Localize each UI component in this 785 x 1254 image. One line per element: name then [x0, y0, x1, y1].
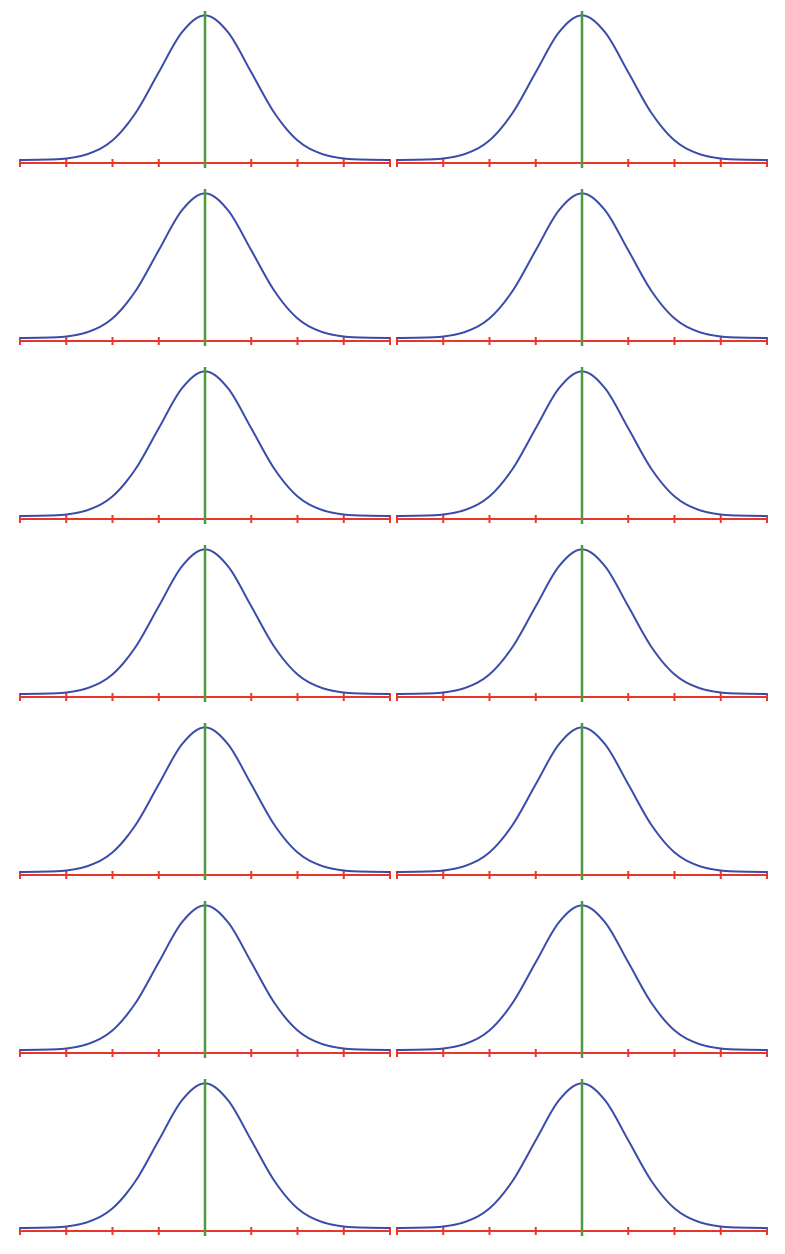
chart-grid — [19, 11, 768, 1236]
